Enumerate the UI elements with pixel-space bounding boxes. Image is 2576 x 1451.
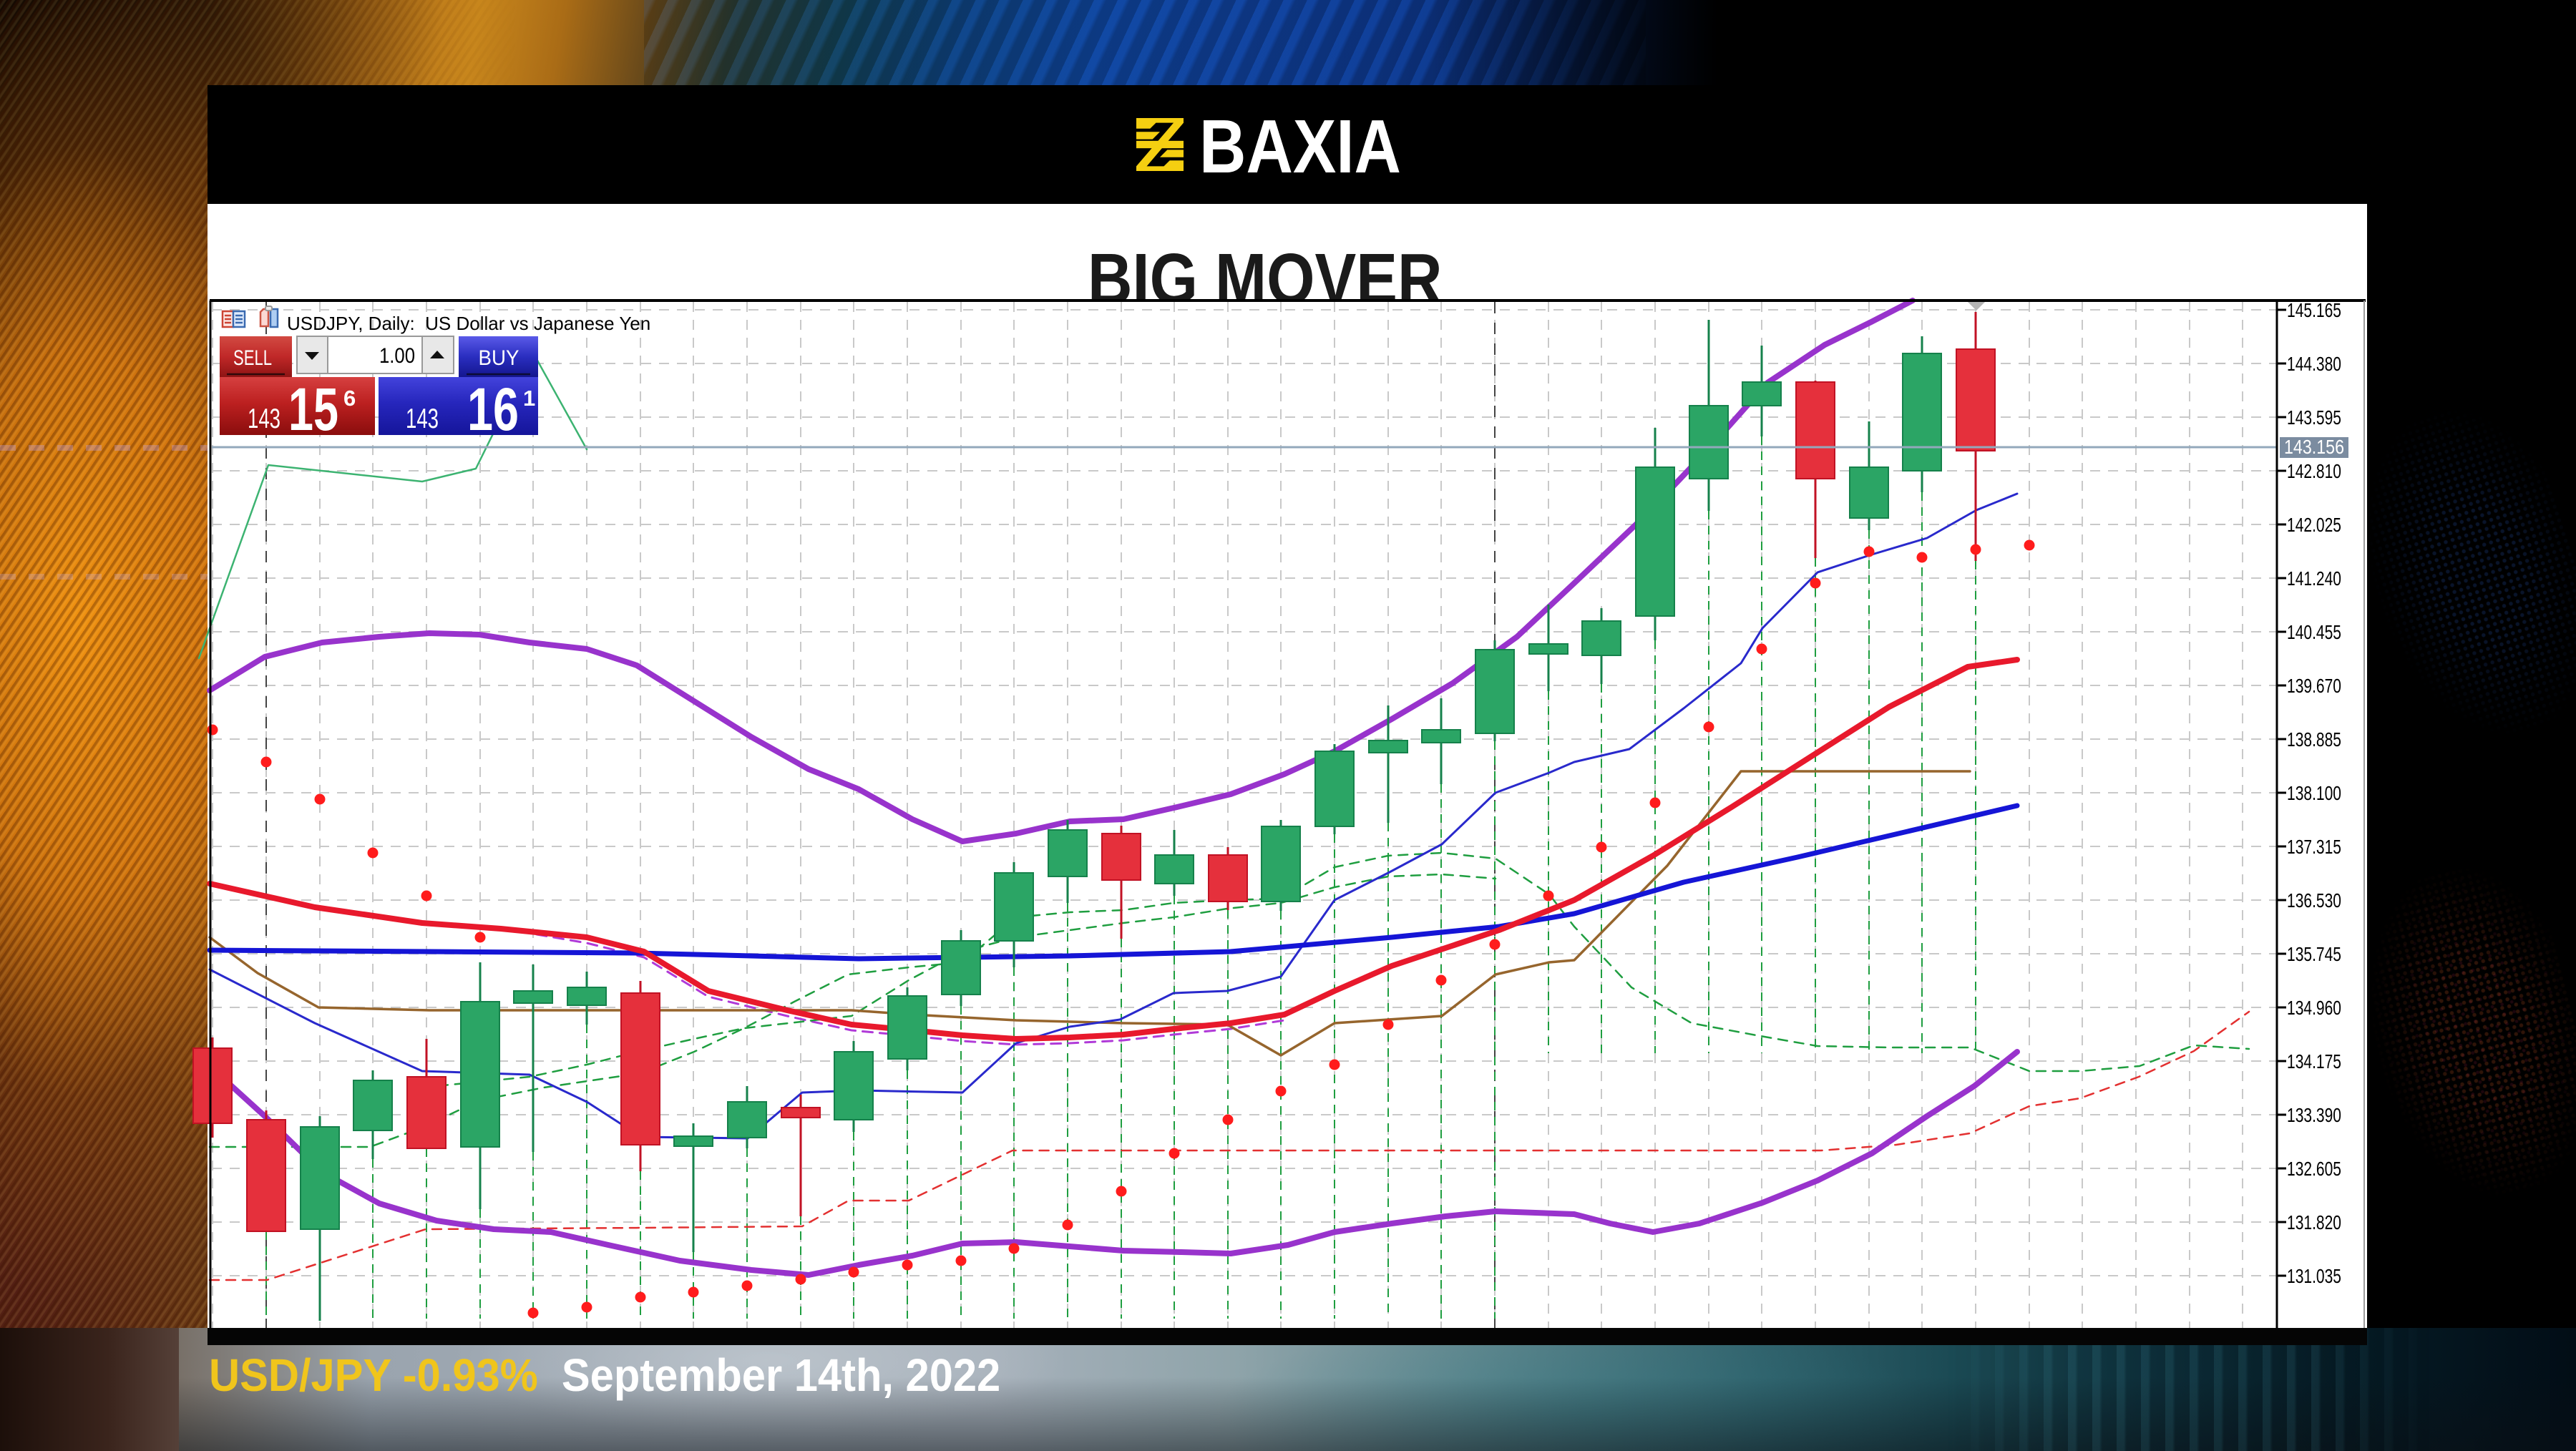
svg-text:135.745: 135.745 (2287, 943, 2341, 965)
svg-text:16: 16 (467, 376, 519, 443)
svg-text:137.315: 137.315 (2287, 836, 2341, 858)
svg-text:142.810: 142.810 (2287, 460, 2341, 482)
svg-text:134.175: 134.175 (2287, 1050, 2341, 1073)
svg-text:140.455: 140.455 (2287, 621, 2341, 643)
svg-text:136.530: 136.530 (2287, 889, 2341, 912)
svg-text:142.025: 142.025 (2287, 514, 2341, 536)
svg-text:BUY: BUY (479, 346, 519, 370)
svg-text:6: 6 (343, 386, 356, 411)
svg-text:144.380: 144.380 (2287, 353, 2341, 375)
svg-text:132.605: 132.605 (2287, 1158, 2341, 1180)
svg-text:138.100: 138.100 (2287, 782, 2341, 804)
svg-text:139.670: 139.670 (2287, 675, 2341, 697)
svg-text:15: 15 (288, 376, 338, 443)
svg-text:143.595: 143.595 (2287, 406, 2341, 429)
svg-text:143: 143 (406, 404, 439, 434)
svg-text:131.035: 131.035 (2287, 1265, 2341, 1287)
svg-text:134.960: 134.960 (2287, 997, 2341, 1019)
svg-text:145.165: 145.165 (2287, 299, 2341, 321)
svg-text:138.885: 138.885 (2287, 728, 2341, 751)
svg-text:1: 1 (523, 386, 535, 411)
svg-text:USDJPY, Daily: US Dollar vs J: USDJPY, Daily: US Dollar vs Japanese Yen (287, 313, 650, 334)
svg-text:133.390: 133.390 (2287, 1104, 2341, 1126)
svg-text:143: 143 (248, 404, 280, 434)
svg-text:SELL: SELL (233, 346, 272, 370)
svg-text:143.156: 143.156 (2284, 436, 2344, 458)
svg-text:131.820: 131.820 (2287, 1211, 2341, 1233)
svg-text:1.00: 1.00 (379, 344, 415, 368)
svg-text:141.240: 141.240 (2287, 567, 2341, 590)
